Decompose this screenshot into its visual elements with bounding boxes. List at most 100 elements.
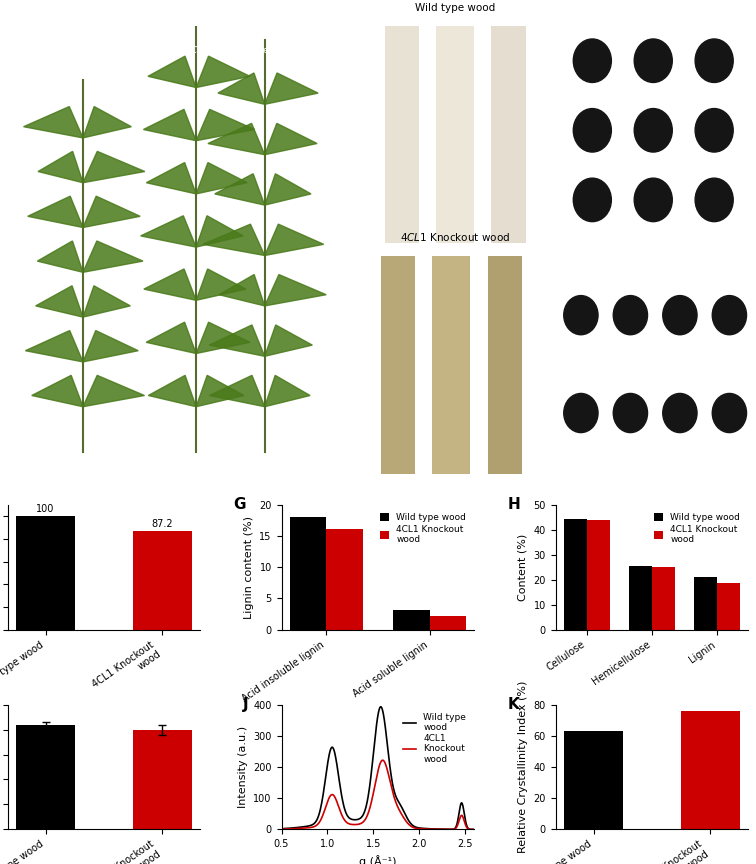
Polygon shape bbox=[83, 241, 143, 272]
Text: Wild type wood: Wild type wood bbox=[415, 3, 495, 13]
Circle shape bbox=[573, 39, 612, 82]
Polygon shape bbox=[196, 56, 250, 87]
Wild type
wood bbox=[277, 823, 286, 834]
Bar bbox=[385, 26, 419, 244]
Circle shape bbox=[564, 295, 598, 334]
Text: 100: 100 bbox=[36, 505, 54, 514]
Circle shape bbox=[712, 393, 746, 433]
Text: 87.2: 87.2 bbox=[152, 519, 173, 529]
Circle shape bbox=[695, 109, 733, 152]
Polygon shape bbox=[219, 275, 265, 306]
Text: D: D bbox=[565, 33, 578, 48]
Text: $4CL1$ Knockout wood: $4CL1$ Knockout wood bbox=[400, 232, 510, 244]
Circle shape bbox=[634, 178, 672, 222]
Circle shape bbox=[613, 295, 648, 334]
Text: C: C bbox=[367, 263, 379, 278]
Polygon shape bbox=[196, 322, 250, 353]
Polygon shape bbox=[32, 375, 83, 407]
Circle shape bbox=[613, 393, 648, 433]
Polygon shape bbox=[148, 56, 196, 87]
Bar bbox=[393, 610, 429, 630]
Circle shape bbox=[712, 295, 746, 334]
Wild type
wood bbox=[364, 787, 373, 797]
Y-axis label: Relative Crystallinity Index (%): Relative Crystallinity Index (%) bbox=[518, 681, 528, 853]
Text: 50μm: 50μm bbox=[715, 224, 741, 232]
Polygon shape bbox=[146, 322, 196, 353]
Polygon shape bbox=[196, 375, 244, 407]
Text: Wild type tree: Wild type tree bbox=[37, 44, 101, 53]
Polygon shape bbox=[26, 331, 83, 362]
4CL1
Knockout
wood bbox=[423, 824, 432, 835]
4CL1
Knockout
wood bbox=[378, 755, 387, 766]
4CL1
Knockout
wood bbox=[406, 821, 415, 831]
Polygon shape bbox=[265, 124, 317, 155]
Circle shape bbox=[634, 109, 672, 152]
Text: 10cm: 10cm bbox=[285, 435, 310, 445]
Circle shape bbox=[663, 393, 697, 433]
Circle shape bbox=[564, 393, 598, 433]
Text: K: K bbox=[507, 697, 519, 712]
Wild type
wood bbox=[391, 791, 400, 801]
Bar bbox=[717, 583, 739, 630]
Bar bbox=[17, 516, 75, 630]
Legend: Wild type wood, 4CL1 Knockout
wood: Wild type wood, 4CL1 Knockout wood bbox=[651, 509, 744, 548]
Bar bbox=[564, 518, 587, 630]
Wild type
wood bbox=[376, 702, 386, 712]
Polygon shape bbox=[83, 151, 145, 182]
Bar bbox=[694, 577, 717, 630]
Polygon shape bbox=[208, 124, 265, 155]
Legend: Wild type wood, 4CL1 Knockout
wood: Wild type wood, 4CL1 Knockout wood bbox=[376, 509, 470, 548]
4CL1
Knockout
wood bbox=[277, 824, 286, 835]
Circle shape bbox=[695, 178, 733, 222]
Polygon shape bbox=[148, 375, 196, 407]
Text: $4CL1$ Knockout tree: $4CL1$ Knockout tree bbox=[185, 44, 276, 54]
Polygon shape bbox=[37, 241, 83, 272]
Polygon shape bbox=[28, 196, 83, 227]
Bar bbox=[564, 731, 623, 829]
Polygon shape bbox=[265, 275, 326, 306]
Polygon shape bbox=[218, 73, 265, 105]
Text: B: B bbox=[367, 33, 380, 48]
Y-axis label: Content (%): Content (%) bbox=[518, 534, 528, 600]
Bar bbox=[629, 566, 652, 630]
Text: A: A bbox=[18, 30, 29, 46]
Bar bbox=[436, 26, 474, 244]
Polygon shape bbox=[209, 375, 265, 407]
Bar bbox=[429, 616, 466, 630]
Y-axis label: Lignin content (%): Lignin content (%) bbox=[244, 516, 254, 619]
Polygon shape bbox=[265, 73, 318, 105]
4CL1
Knockout
wood bbox=[391, 797, 400, 807]
Y-axis label: Intensity (a.u.): Intensity (a.u.) bbox=[237, 726, 248, 808]
Bar bbox=[17, 725, 75, 829]
Polygon shape bbox=[141, 216, 196, 247]
Polygon shape bbox=[265, 174, 311, 205]
Polygon shape bbox=[23, 106, 83, 138]
Text: G: G bbox=[234, 498, 246, 512]
Bar bbox=[432, 257, 470, 474]
Bar bbox=[133, 530, 192, 630]
Bar bbox=[488, 257, 522, 474]
Wild type
wood bbox=[470, 824, 479, 835]
Wild type
wood bbox=[311, 816, 321, 827]
4CL1
Knockout
wood bbox=[470, 824, 479, 835]
Polygon shape bbox=[196, 110, 255, 141]
Text: 50μm: 50μm bbox=[715, 454, 741, 463]
Wild type
wood bbox=[406, 818, 415, 829]
Circle shape bbox=[663, 295, 697, 334]
4CL1
Knockout
wood bbox=[364, 806, 373, 816]
Circle shape bbox=[634, 39, 672, 82]
Circle shape bbox=[573, 109, 612, 152]
X-axis label: q (Å⁻¹): q (Å⁻¹) bbox=[359, 854, 397, 864]
Wild type
wood bbox=[327, 743, 336, 753]
Polygon shape bbox=[265, 325, 312, 356]
Bar bbox=[327, 529, 363, 630]
Bar bbox=[133, 729, 192, 829]
Polygon shape bbox=[38, 151, 83, 182]
Polygon shape bbox=[83, 286, 130, 317]
Wild type
wood bbox=[423, 823, 432, 834]
Bar bbox=[491, 26, 525, 244]
Polygon shape bbox=[196, 162, 247, 194]
Polygon shape bbox=[215, 174, 265, 205]
Legend: Wild type
wood, 4CL1
Knockout
wood: Wild type wood, 4CL1 Knockout wood bbox=[399, 709, 470, 767]
Text: E: E bbox=[565, 263, 576, 278]
